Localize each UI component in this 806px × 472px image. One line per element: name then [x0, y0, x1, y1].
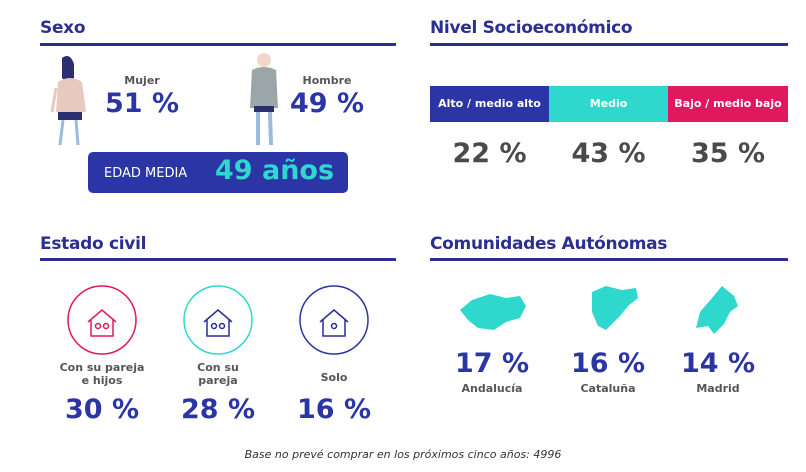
level-bar — [430, 86, 549, 122]
level-value: 22 % — [452, 138, 527, 169]
region-label: Cataluña — [580, 382, 636, 395]
age-value: 49 años — [215, 155, 335, 186]
status-value: 30 % — [64, 394, 140, 425]
region-value: 14 % — [680, 348, 756, 379]
region-value: 17 % — [454, 348, 530, 379]
level-label: Bajo / medio bajo — [674, 97, 782, 110]
gender-value: 51 % — [104, 88, 180, 119]
section-rule — [430, 258, 788, 261]
level-value: 43 % — [571, 138, 646, 169]
section-title: Nivel Socioeconómico — [430, 18, 633, 38]
status-label: Solo — [320, 371, 348, 384]
section-rule — [40, 258, 396, 261]
age-label: EDAD MEDIA — [104, 166, 188, 181]
section-title: Estado civil — [40, 234, 147, 254]
region-label: Madrid — [696, 382, 740, 395]
level-bar — [549, 86, 668, 122]
status-value: 28 % — [180, 394, 256, 425]
section-rule — [40, 43, 396, 46]
status-label: Con su pareja e hijos — [59, 361, 145, 387]
level-label: Medio — [589, 97, 628, 110]
status-icons — [67, 285, 369, 355]
region-value: 16 % — [570, 348, 646, 379]
man-figure — [250, 53, 278, 146]
gender-value: 49 % — [289, 88, 365, 119]
section-rule — [430, 43, 788, 46]
section-title: Comunidades Autónomas — [430, 234, 668, 254]
status-value: 16 % — [296, 394, 372, 425]
gender-label: Hombre — [302, 74, 352, 87]
level-bar — [668, 86, 788, 122]
gender-label: Mujer — [124, 74, 160, 87]
region-label: Andalucía — [461, 382, 523, 395]
section-title: Sexo — [40, 18, 86, 38]
age-box — [88, 152, 348, 193]
status-label: Con su pareja — [197, 361, 239, 387]
level-value: 35 % — [690, 138, 766, 169]
footer-note: Base no prevé comprar en los próximos ci… — [244, 448, 562, 461]
woman-figure — [50, 56, 86, 146]
level-label: Alto / medio alto — [438, 97, 541, 110]
region-maps — [460, 286, 738, 334]
